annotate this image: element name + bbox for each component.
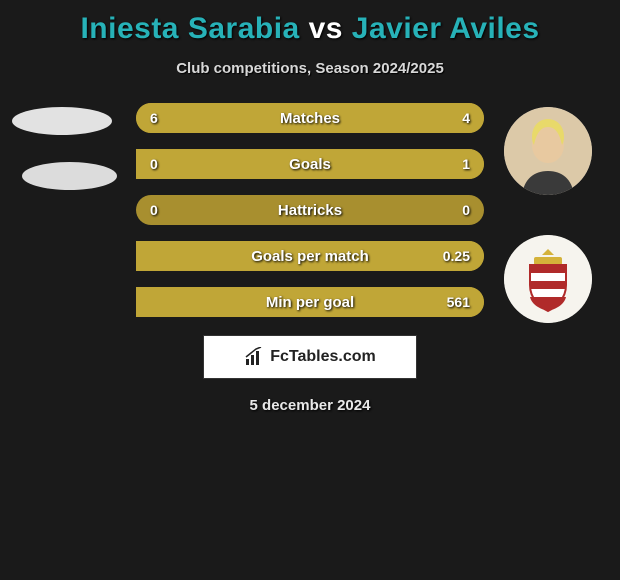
stat-bar-goals: 0 Goals 1 [136,149,484,179]
subtitle: Club competitions, Season 2024/2025 [0,60,620,77]
player-photo-icon [504,107,592,195]
stat-label: Hattricks [278,202,342,219]
stat-right-value: 561 [447,294,470,310]
stat-label: Matches [280,110,340,127]
branding-text: FcTables.com [270,348,376,366]
stat-bar-matches: 6 Matches 4 [136,103,484,133]
branding-box[interactable]: FcTables.com [203,335,417,379]
stat-right-value: 1 [462,156,470,172]
player1-name: Iniesta Sarabia [80,12,299,45]
stat-left-value: 0 [150,156,158,172]
club-crest-icon [504,235,592,323]
stat-label: Goals per match [251,248,369,265]
bar-chart-icon [244,347,264,367]
stat-bar-goals-per-match: Goals per match 0.25 [136,241,484,271]
stat-right-value: 0 [462,202,470,218]
vs-separator: vs [309,12,343,45]
comparison-stage: 6 Matches 4 0 Goals 1 0 Hattricks 0 Goal… [0,87,620,557]
player1-avatar-placeholder-1 [12,107,112,135]
comparison-title: Iniesta Sarabia vs Javier Aviles [0,0,620,46]
stat-left-value: 6 [150,110,158,126]
stat-left-value: 0 [150,202,158,218]
player2-club-crest [504,235,592,323]
stat-bar-hattricks: 0 Hattricks 0 [136,195,484,225]
player2-avatar [504,107,592,195]
stat-label: Min per goal [266,294,354,311]
stat-bars: 6 Matches 4 0 Goals 1 0 Hattricks 0 Goal… [136,103,484,333]
stat-label: Goals [289,156,331,173]
player1-avatar-placeholder-2 [22,162,117,190]
snapshot-date: 5 december 2024 [250,397,371,414]
player2-name: Javier Aviles [352,12,540,45]
stat-right-value: 0.25 [443,248,470,264]
stat-bar-min-per-goal: Min per goal 561 [136,287,484,317]
stat-right-value: 4 [462,110,470,126]
